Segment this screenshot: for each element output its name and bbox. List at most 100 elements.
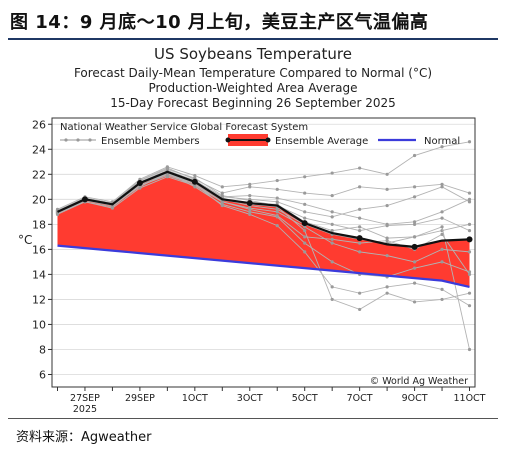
ensemble-member-point — [412, 260, 417, 264]
figure-title: 图 14：9 月底～10 月上旬，美豆主产区气温偏高 — [10, 12, 429, 33]
ensemble-member-point — [303, 241, 307, 245]
ensemble-member-point — [248, 182, 252, 186]
ensemble-member-point — [275, 200, 279, 204]
y-tick-label: 12 — [32, 293, 46, 306]
ensemble-member-point — [412, 185, 417, 189]
ensemble-member-line — [57, 175, 470, 307]
x-tick-label: 9OCT — [402, 393, 428, 404]
legend-item-members: Ensemble Members — [60, 136, 200, 147]
ensemble-member-point — [467, 222, 472, 226]
y-tick-label: 24 — [32, 143, 46, 156]
ensemble-member-point — [440, 232, 444, 236]
ensemble-member-point — [358, 241, 362, 245]
ensemble-member-point — [330, 241, 334, 245]
ensemble-member-point — [275, 187, 279, 191]
ensemble-average-point — [301, 220, 308, 227]
chart-subtitle-2: Production-Weighted Area Average — [148, 81, 358, 95]
ensemble-member-point — [358, 229, 362, 233]
ensemble-member-point — [467, 347, 472, 352]
ensemble-member-point — [275, 210, 279, 214]
ensemble-member-point — [385, 254, 389, 258]
ensemble-member-point — [330, 229, 334, 233]
ensemble-member-point — [303, 229, 307, 233]
ensemble-member-point — [303, 202, 307, 206]
ensemble-average-line — [57, 170, 470, 248]
warm-anomaly-fill — [57, 171, 470, 287]
ensemble-member-point — [440, 185, 444, 189]
plot-frame — [51, 117, 476, 388]
ensemble-member-point — [467, 191, 472, 195]
ensemble-average-point — [246, 200, 253, 207]
ensemble-member-point — [330, 171, 334, 175]
ensemble-member-point — [248, 206, 252, 210]
inner-title: National Weather Service Global Forecast… — [60, 122, 308, 133]
ensemble-member-point — [138, 186, 142, 190]
source-note: 资料来源：Agweather — [16, 430, 152, 445]
ensemble-average-point — [191, 178, 198, 185]
ensemble-member — [55, 172, 472, 264]
x-tick-label: 29SEP — [125, 393, 155, 404]
ensemble-member-point — [275, 224, 279, 228]
ensemble-member-point — [385, 187, 389, 191]
ensemble-member-point — [248, 212, 252, 216]
ensemble-member-point — [358, 207, 362, 211]
ensemble-average-point — [356, 235, 363, 242]
chart-subtitle-3: 15-Day Forecast Beginning 26 September 2… — [110, 96, 396, 110]
y-tick-label: 6 — [39, 368, 46, 381]
ensemble-member-point — [303, 250, 307, 254]
legend-label-members: Ensemble Members — [101, 136, 200, 147]
watermark-credit: © World Ag Weather — [370, 376, 468, 387]
ensemble-member-point — [440, 216, 444, 220]
ensemble-member-point — [412, 235, 417, 239]
ensemble-member-point — [467, 229, 472, 233]
legend-label-normal: Normal — [424, 136, 460, 147]
ensemble-member-point — [303, 216, 307, 220]
ensemble-member-point — [220, 185, 224, 189]
ensemble-member-point — [330, 210, 334, 214]
ensemble-member-point — [358, 291, 362, 295]
ensemble-member-point — [440, 297, 444, 302]
x-tick-label: 27SEP — [70, 393, 100, 404]
ensemble-average-points — [81, 178, 473, 250]
ensemble-member-point — [275, 178, 279, 183]
ensemble-member-point — [467, 200, 472, 204]
ensemble-member-point — [220, 203, 224, 208]
ensemble-member-point — [385, 291, 389, 295]
ensemble-member — [55, 140, 472, 211]
legend: Ensemble Members Ensemble Average Normal — [60, 134, 460, 147]
legend-item-normal: Normal — [378, 136, 460, 147]
ensemble-member-point — [440, 287, 444, 292]
ensemble-average-point — [81, 196, 88, 203]
y-axis-label: °C — [18, 233, 32, 247]
ensemble-average-point — [411, 243, 418, 250]
y-tick-label: 8 — [39, 343, 46, 356]
ensemble-member-point — [165, 172, 169, 176]
source-divider — [8, 418, 498, 419]
legend-label-average: Ensemble Average — [275, 136, 368, 147]
y-tick-label: 20 — [32, 193, 46, 206]
normal-line — [57, 244, 470, 288]
ensemble-member-point — [193, 176, 197, 180]
x-tick-label: 5OCT — [292, 393, 318, 404]
x-tick-label: 7OCT — [347, 393, 373, 404]
ensemble-member-point — [358, 225, 362, 229]
ensemble-member-point — [193, 173, 197, 178]
ensemble-member-point — [303, 225, 307, 229]
ensemble-member-point — [412, 195, 417, 199]
y-tick-label: 18 — [32, 218, 46, 231]
ensemble-member-point — [303, 191, 307, 195]
ensemble-member-point — [467, 250, 472, 254]
ensemble-member-point — [275, 213, 279, 218]
ensemble-member-point — [330, 215, 334, 219]
ensemble-member-point — [385, 172, 389, 176]
ensemble-member-point — [412, 300, 417, 304]
ensemble-member-point — [330, 297, 334, 302]
ensemble-member-point — [303, 210, 307, 214]
ensemble-member-point — [467, 197, 472, 201]
ensemble-member-point — [412, 153, 417, 158]
ensemble-member-point — [467, 140, 472, 144]
ensemble-average-point — [136, 180, 143, 187]
ensemble-member-point — [467, 291, 472, 295]
